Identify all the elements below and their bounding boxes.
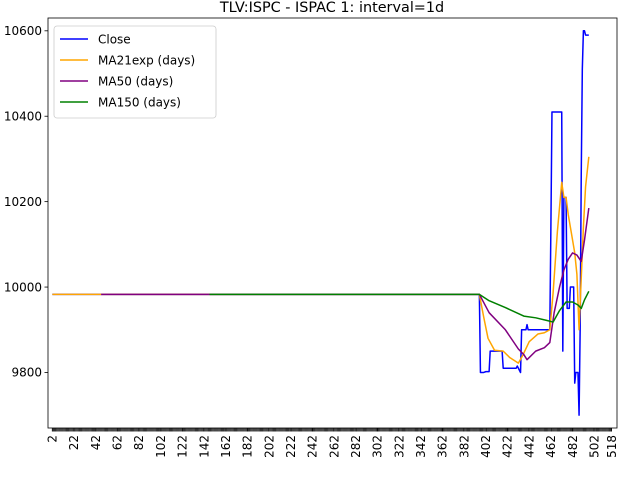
x-tick-label: 222 <box>284 435 298 458</box>
x-tick-label: 282 <box>349 435 363 458</box>
x-tick-label: 162 <box>219 435 233 458</box>
legend-label: Close <box>98 32 131 46</box>
y-tick-label: 10000 <box>4 280 42 294</box>
x-tick-label: 262 <box>327 435 341 458</box>
x-tick-label: 62 <box>111 435 125 450</box>
x-tick-label: 342 <box>414 435 428 458</box>
legend-box <box>53 25 217 119</box>
x-tick-label: 102 <box>154 435 168 458</box>
x-tick-label: 42 <box>89 435 103 450</box>
series-layer <box>52 30 590 416</box>
series-line-ma150-days <box>209 290 590 323</box>
x-tick-label: 402 <box>479 435 493 458</box>
x-tick-label: 322 <box>392 435 406 458</box>
x-tick-label: 242 <box>306 435 320 458</box>
x-tick-label: 22 <box>67 435 81 450</box>
y-tick-label: 10600 <box>4 24 42 38</box>
x-tick-label: 462 <box>544 435 558 458</box>
plot-frame <box>47 17 618 429</box>
y-tick-label: 10400 <box>4 109 42 123</box>
y-tick-label: 10200 <box>4 195 42 209</box>
x-tick-label: 382 <box>457 435 471 458</box>
y-tick-label: 9800 <box>11 366 42 380</box>
y-axis: 9800 10000 10200 10400 10600 <box>4 24 48 380</box>
legend-label: MA150 (days) <box>98 95 181 109</box>
series-line-ma21exp-days <box>52 156 590 364</box>
x-axis: 2 22 42 62 82 102 122 142 162 182 202 222 242 262 282 3… <box>46 428 619 458</box>
series-line-ma50-days <box>101 207 590 361</box>
x-tick-label: 122 <box>176 435 190 458</box>
x-tick-label: 502 <box>587 435 601 458</box>
series-line-close <box>52 30 589 416</box>
x-tick-label: 2 <box>46 435 60 443</box>
x-tick-label: 442 <box>522 435 536 458</box>
x-tick-label: 182 <box>241 435 255 458</box>
x-tick-label: 422 <box>501 435 515 458</box>
x-tick-label: 202 <box>262 435 276 458</box>
x-tick-label: 142 <box>197 435 211 458</box>
x-tick-label: 362 <box>436 435 450 458</box>
x-tick-label: 482 <box>566 435 580 458</box>
x-tick-label: 518 <box>605 435 619 458</box>
x-tick-label: 302 <box>371 435 385 458</box>
legend-label: MA50 (days) <box>98 74 173 88</box>
legend-label: MA21exp (days) <box>98 53 195 67</box>
x-tick-label: 82 <box>132 435 146 450</box>
chart-title: TLV:ISPC - ISPAC 1: interval=1d <box>219 0 444 16</box>
legend: Close MA21exp (days) MA50 (days) MA150 (day… <box>53 25 217 119</box>
